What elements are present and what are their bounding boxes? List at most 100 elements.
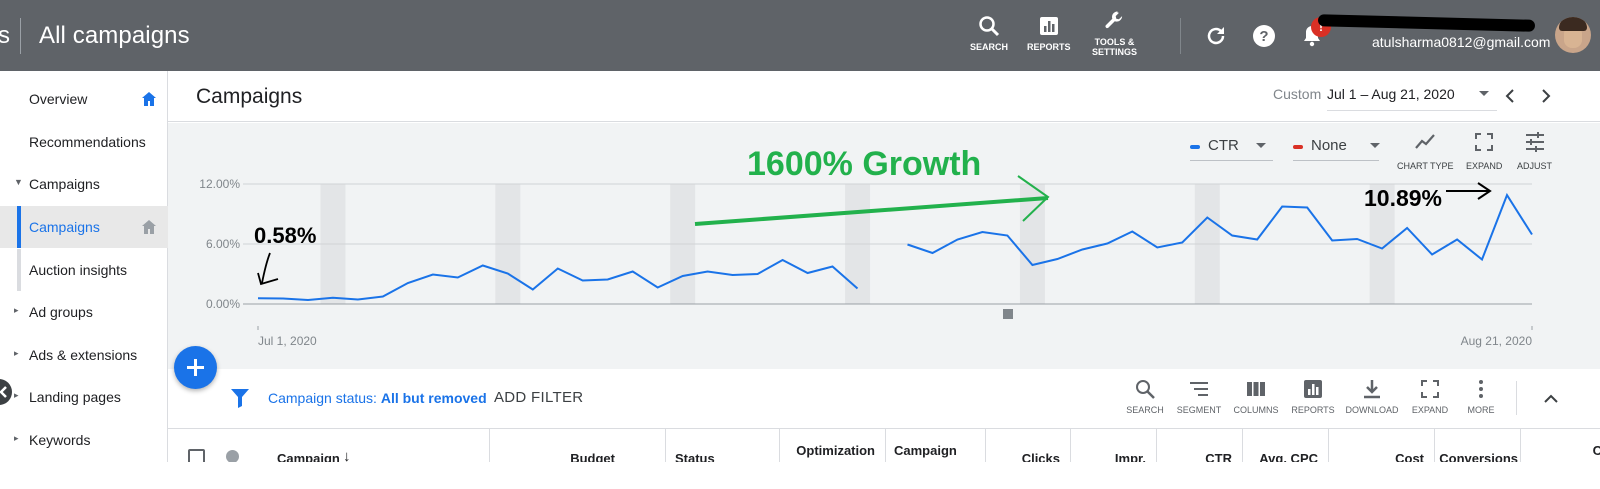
sidebar-item-label: Recommendations xyxy=(29,134,146,150)
wrench-icon xyxy=(1104,11,1122,29)
sidebar-item-campaigns[interactable]: Campaigns xyxy=(0,206,168,248)
column-more[interactable]: C xyxy=(1521,429,1600,489)
chart-series xyxy=(257,192,1533,302)
date-range-value: Jul 1 – Aug 21, 2020 xyxy=(1327,86,1455,102)
reports-icon xyxy=(1304,380,1322,398)
metric-secondary-label: None xyxy=(1311,137,1347,154)
growth-annotation: 1600% Growth xyxy=(747,145,982,183)
tools-label-line1: TOOLS & xyxy=(1094,37,1135,47)
help-icon[interactable]: ? xyxy=(1252,24,1276,48)
toolbar-separator xyxy=(1516,381,1517,415)
add-fab-button[interactable] xyxy=(174,346,217,389)
add-filter-button[interactable]: ADD FILTER xyxy=(494,389,584,406)
columns-icon xyxy=(1247,382,1265,396)
chart-y-axis: 12.00% 6.00% 0.00% xyxy=(199,177,240,311)
filter-label: Campaign status: xyxy=(268,390,377,406)
column-optimization[interactable]: Optimization xyxy=(780,429,886,489)
home-icon xyxy=(142,220,156,234)
reports-button[interactable]: REPORTS xyxy=(1027,14,1071,52)
tool-label: SEGMENT xyxy=(1176,405,1222,415)
chart-adjust-button[interactable]: ADJUST xyxy=(1517,131,1552,171)
sidebar-item-ads-extensions[interactable]: ▸ Ads & extensions xyxy=(0,334,168,376)
caret-down-icon: ▼ xyxy=(14,177,23,187)
sidebar: Overview Recommendations ▼ Campaigns Cam… xyxy=(0,71,168,489)
page-heading: All campaigns xyxy=(39,22,190,49)
chart-type-button[interactable]: CHART TYPE xyxy=(1397,131,1454,171)
metric-selector-primary[interactable]: CTR xyxy=(1190,135,1273,161)
expand-icon xyxy=(1475,133,1494,151)
dropdown-arrow-icon xyxy=(1256,143,1266,148)
tree-line xyxy=(17,249,21,291)
chevron-right-icon[interactable] xyxy=(1536,86,1556,106)
sidebar-item-auction-insights[interactable]: Auction insights xyxy=(0,249,168,291)
sidebar-item-landing-pages[interactable]: ▸ Landing pages xyxy=(0,376,168,418)
download-icon xyxy=(1364,380,1380,399)
chart-adjust-label: ADJUST xyxy=(1517,161,1553,171)
metric-primary-label: CTR xyxy=(1208,137,1239,154)
search-icon xyxy=(1136,380,1155,399)
chart-scroll-handle[interactable] xyxy=(1003,309,1013,319)
search-icon xyxy=(979,16,1000,37)
start-arrow-head xyxy=(257,272,279,286)
table-reports-button[interactable]: REPORTS xyxy=(1291,378,1335,415)
campaign-status-filter[interactable]: Campaign status: All but removed xyxy=(268,390,487,406)
y-tick-label: 12.00% xyxy=(199,177,240,191)
table-search-button[interactable]: SEARCH xyxy=(1123,378,1167,415)
chevron-left-icon[interactable] xyxy=(1500,86,1520,106)
chevron-up-icon[interactable] xyxy=(1541,389,1561,409)
refresh-icon[interactable] xyxy=(1204,24,1228,48)
sidebar-item-keywords[interactable]: ▸ Keywords xyxy=(0,419,168,461)
sidebar-collapse-button[interactable] xyxy=(0,379,12,405)
column-header-label: C xyxy=(1592,443,1600,458)
tools-settings-button[interactable]: TOOLS & SETTINGS xyxy=(1092,9,1137,57)
table-expand-button[interactable]: EXPAND xyxy=(1408,378,1452,415)
segment-icon xyxy=(1190,382,1208,396)
search-button-label: SEARCH xyxy=(970,42,1009,52)
sidebar-item-label: Landing pages xyxy=(29,389,121,405)
sidebar-item-recommendations[interactable]: Recommendations xyxy=(0,121,168,163)
caret-right-icon: ▸ xyxy=(14,433,19,443)
dropdown-arrow-icon xyxy=(1479,91,1489,96)
svg-text:?: ? xyxy=(1259,28,1268,45)
segment-button[interactable]: SEGMENT xyxy=(1177,378,1221,415)
annotation-arrows xyxy=(257,175,1492,286)
content-header: Campaigns Custom Jul 1 – Aug 21, 2020 xyxy=(168,71,1600,122)
x-axis-end-label: Aug 21, 2020 xyxy=(1461,334,1533,348)
filter-funnel-icon[interactable] xyxy=(230,387,250,409)
tool-label: EXPAND xyxy=(1411,405,1449,415)
filter-value: All but removed xyxy=(380,390,487,406)
download-button[interactable]: DOWNLOAD xyxy=(1346,378,1399,415)
active-indicator xyxy=(17,206,21,248)
reports-button-label: REPORTS xyxy=(1027,42,1071,52)
caret-right-icon: ▸ xyxy=(14,305,19,315)
search-button[interactable]: SEARCH xyxy=(970,14,1008,52)
sidebar-item-overview[interactable]: Overview xyxy=(0,78,168,120)
column-header-label: Optimization xyxy=(796,443,875,458)
tool-label: REPORTS xyxy=(1291,405,1335,415)
sidebar-group-campaigns[interactable]: ▼ Campaigns xyxy=(0,163,168,205)
ctr-series-line xyxy=(907,192,1533,267)
growth-arrow-shaft xyxy=(694,196,1049,226)
end-value-annotation: 10.89% xyxy=(1364,185,1443,211)
more-button[interactable]: MORE xyxy=(1459,378,1503,415)
chart-gridlines xyxy=(243,183,1532,305)
date-range-type: Custom xyxy=(1273,86,1322,102)
date-range-selector[interactable]: Jul 1 – Aug 21, 2020 xyxy=(1327,81,1497,111)
account-email[interactable]: atulsharma0812@gmail.com xyxy=(1372,34,1551,50)
avatar[interactable] xyxy=(1555,17,1591,53)
sort-down-arrow-icon: ↓ xyxy=(343,448,351,465)
tune-icon xyxy=(1525,132,1544,152)
more-vert-icon xyxy=(1479,380,1483,398)
column-campaign-type[interactable]: Campaign xyxy=(886,429,986,489)
start-value-annotation: 0.58% xyxy=(254,223,317,248)
plus-icon xyxy=(187,359,204,376)
page-title: Campaigns xyxy=(196,85,303,108)
chart-expand-button[interactable]: EXPAND xyxy=(1466,131,1502,171)
sidebar-item-ad-groups[interactable]: ▸ Ad groups xyxy=(0,291,168,333)
columns-button[interactable]: COLUMNS xyxy=(1234,378,1279,415)
top-bar: s All campaigns SEARCH REPORTS TOOLS & S… xyxy=(0,0,1600,71)
page-bottom-margin xyxy=(0,462,1600,489)
metric-selector-secondary[interactable]: None xyxy=(1293,135,1380,161)
status-dot-icon xyxy=(226,450,239,463)
